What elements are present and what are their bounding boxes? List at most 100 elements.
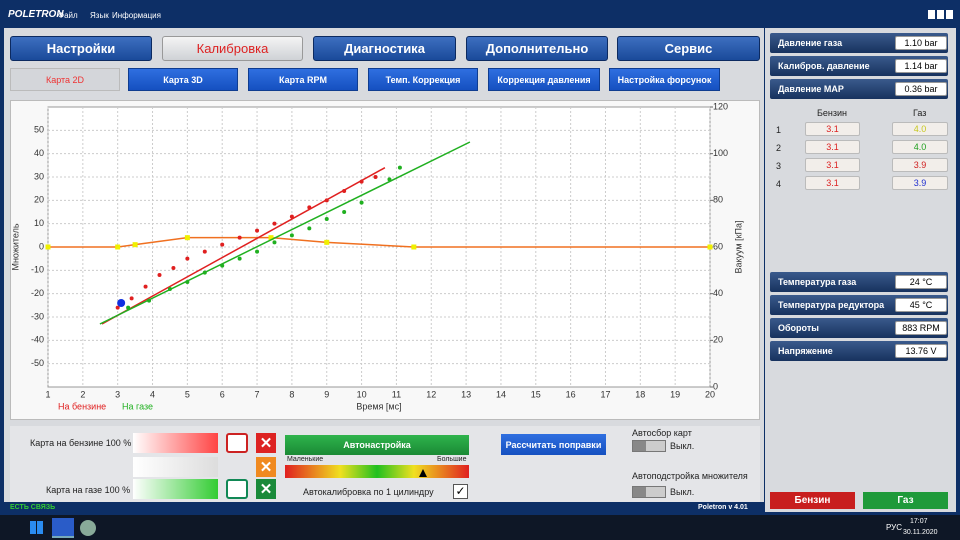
x-tick-label: 18 — [635, 389, 645, 399]
x-tick-label: 11 — [392, 389, 401, 399]
data-point — [359, 179, 364, 184]
data-point — [167, 287, 172, 291]
tab[interactable]: Настройки — [10, 36, 152, 61]
x-tick-label: 17 — [600, 389, 610, 399]
subtab[interactable]: Темп. Коррекция — [368, 68, 478, 91]
lang: РУС — [886, 523, 903, 532]
vacuum-point — [268, 235, 274, 241]
toggle[interactable] — [632, 440, 666, 452]
gas-button[interactable]: Газ — [863, 492, 948, 509]
y2-tick-label: 80 — [713, 195, 723, 205]
legend-entry: На газе — [122, 401, 153, 411]
param-value: 1.14 bar — [895, 59, 947, 73]
menu-item[interactable]: Файл — [58, 11, 78, 20]
data-point — [272, 221, 277, 226]
x-tick-label: 15 — [531, 389, 541, 399]
data-point — [342, 189, 347, 193]
lock-button[interactable] — [226, 433, 248, 453]
petrol-value: 3.1 — [805, 158, 860, 172]
petrol-value: 3.1 — [805, 176, 860, 190]
cyl-number: 2 — [776, 143, 782, 153]
fit-line — [101, 167, 386, 325]
y2-tick-label: 60 — [713, 241, 723, 251]
label: Автосбор карт — [632, 428, 692, 438]
logo: POLETRON — [8, 9, 64, 20]
clear-button[interactable]: ✕ — [256, 433, 276, 453]
x-tick-label: 8 — [289, 389, 294, 399]
data-point — [255, 228, 260, 233]
vacuum-point — [707, 244, 713, 250]
taskbar — [0, 515, 960, 540]
clear-button[interactable]: ✕ — [256, 479, 276, 499]
petrol-button[interactable]: Бензин — [770, 492, 855, 509]
label: Маленькие — [287, 456, 324, 463]
fit-line — [99, 141, 471, 325]
window-controls[interactable] — [928, 10, 955, 19]
label: Автокалибровка по 1 цилиндру — [303, 487, 434, 497]
y2-tick-label: 40 — [713, 288, 723, 298]
tab[interactable]: Сервис — [617, 36, 760, 61]
data-point — [255, 249, 260, 254]
menu-item[interactable]: Информация — [112, 11, 161, 20]
vacuum-point — [411, 244, 417, 250]
tab[interactable]: Диагностика — [313, 36, 456, 61]
status-link: ЕСТЬ СВЯЗЬ — [10, 504, 56, 511]
petrol-value: 3.1 — [805, 122, 860, 136]
toggle[interactable] — [632, 486, 666, 498]
calc-button[interactable]: Рассчитать поправки — [501, 434, 606, 455]
gas-value: 4.0 — [892, 140, 948, 154]
label: Большие — [437, 456, 467, 463]
x-tick-label: 4 — [150, 389, 155, 399]
data-point — [307, 226, 312, 231]
label: Выкл. — [670, 441, 695, 451]
tab[interactable]: Калибровка — [162, 36, 303, 61]
y2-tick-label: 120 — [713, 101, 728, 111]
param-value: 24 °C — [895, 275, 947, 289]
y-tick-label: 20 — [34, 195, 44, 205]
x-tick-label: 13 — [461, 389, 471, 399]
data-point — [220, 242, 225, 247]
x-tick-label: 3 — [115, 389, 120, 399]
y-axis-label: Множитель — [10, 223, 20, 270]
subtab[interactable]: Коррекция давления — [488, 68, 600, 91]
data-point — [115, 305, 120, 310]
subtab[interactable]: Настройка форсунок — [609, 68, 720, 91]
scale-bar — [285, 465, 469, 478]
subtab[interactable]: Карта 3D — [128, 68, 238, 91]
data-point — [237, 256, 242, 261]
menu-item[interactable]: Язык — [90, 11, 109, 20]
param-value: 883 RPM — [895, 321, 947, 335]
date: 30.11.2020 — [903, 529, 938, 536]
data-point — [307, 205, 312, 210]
y-tick-label: 50 — [34, 125, 44, 135]
y-tick-label: -20 — [31, 288, 44, 298]
tab[interactable]: Дополнительно — [466, 36, 608, 61]
status-bar — [4, 502, 765, 514]
param-value: 1.10 bar — [895, 36, 947, 50]
y-tick-label: -40 — [31, 335, 44, 345]
x-tick-label: 9 — [324, 389, 329, 399]
clear-button[interactable]: ✕ — [256, 457, 276, 477]
data-point — [143, 284, 148, 289]
lock-button[interactable] — [226, 479, 248, 499]
subtab[interactable]: Карта 2D — [10, 68, 120, 91]
checkbox[interactable]: ✓ — [453, 484, 468, 499]
start-icon[interactable] — [30, 521, 43, 534]
data-point — [185, 256, 190, 261]
data-point — [342, 210, 347, 214]
x-tick-label: 20 — [705, 389, 715, 399]
y-tick-label: 0 — [39, 241, 44, 251]
petrol-map-bar — [133, 433, 218, 453]
param-value: 13.76 V — [895, 344, 947, 358]
gas-value: 4.0 — [892, 122, 948, 136]
x-tick-label: 10 — [357, 389, 367, 399]
data-point — [397, 165, 402, 170]
app-icon[interactable] — [80, 520, 96, 536]
data-point — [157, 273, 162, 277]
subtab[interactable]: Карта RPM — [248, 68, 358, 91]
x-tick-label: 1 — [45, 389, 50, 399]
app-icon[interactable] — [52, 518, 74, 538]
cyl-number: 1 — [776, 125, 782, 135]
autotune-button[interactable]: Автонастройка — [285, 435, 469, 455]
